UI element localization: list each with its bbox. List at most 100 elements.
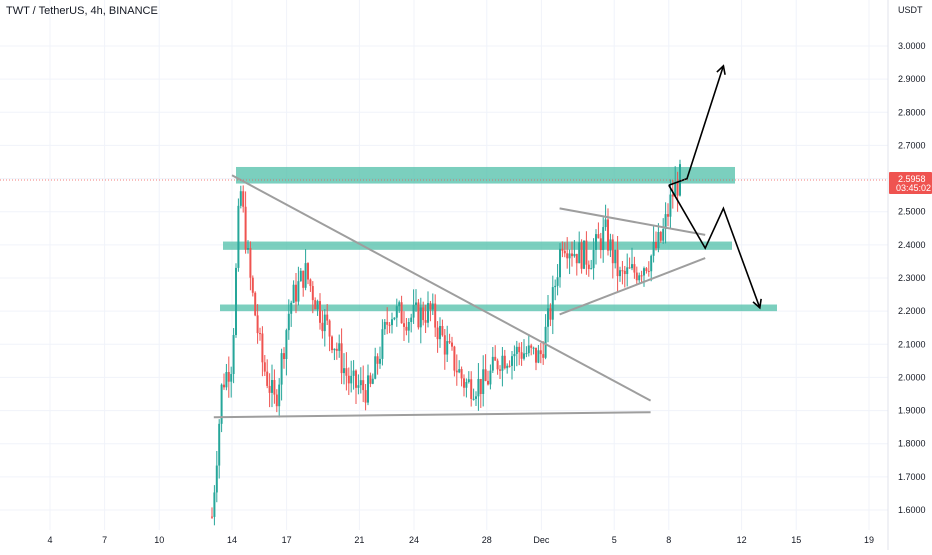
candle-body	[239, 191, 242, 206]
candle-body	[333, 348, 336, 351]
price-tick-label: 2.0000	[898, 372, 926, 382]
candle-body	[487, 380, 489, 385]
price-tick-label: 2.4000	[898, 240, 926, 250]
candle-body	[537, 350, 540, 363]
candle-body	[585, 240, 588, 265]
candle-body	[460, 369, 463, 379]
candle-body	[357, 385, 360, 388]
candle-body	[561, 248, 564, 251]
zone-mid	[223, 241, 732, 250]
projection-arrows	[668, 64, 762, 310]
candle-body	[667, 214, 669, 217]
candle-body	[547, 308, 549, 327]
candle-body	[568, 253, 571, 259]
candle-body	[595, 234, 597, 250]
candle-body	[299, 270, 302, 282]
time-tick-label: 4	[47, 535, 52, 545]
candle-body	[628, 267, 631, 269]
candle-body	[448, 341, 451, 343]
candle-body	[422, 307, 425, 321]
candles	[211, 159, 681, 526]
candle-body	[453, 346, 456, 371]
candle-body	[662, 228, 665, 241]
candle-body	[623, 270, 626, 275]
countdown-label: 03:45:02	[896, 183, 931, 193]
candle-body	[436, 327, 439, 340]
candle-body	[271, 380, 273, 393]
candle-body	[359, 380, 362, 386]
candle-body	[256, 315, 259, 334]
price-tick-label: 2.7000	[898, 140, 926, 150]
candle-body	[532, 347, 535, 349]
candle-body	[539, 350, 542, 355]
trendline	[213, 411, 651, 419]
candle-body	[635, 272, 638, 281]
candle-body	[379, 358, 381, 364]
candle-body	[326, 314, 329, 321]
candle-body	[503, 355, 506, 369]
time-tick-label: 8	[666, 535, 671, 545]
candle-body	[259, 333, 261, 335]
candle-body	[424, 320, 427, 323]
time-axis[interactable]: 4 7 10 14 17 21 24 28 Dec 5 8 12 15 19	[47, 535, 874, 545]
candle-body	[371, 378, 374, 384]
candle-body	[292, 284, 295, 303]
candle-body	[290, 302, 293, 314]
candle-body	[343, 368, 345, 374]
candle-body	[472, 398, 475, 400]
candle-body	[508, 365, 511, 367]
candle-body	[403, 323, 405, 327]
candle-body	[645, 268, 648, 271]
candle-body	[431, 303, 434, 310]
time-tick-label: 19	[864, 535, 874, 545]
candle-body	[345, 368, 348, 376]
candle-body	[664, 214, 667, 229]
candle-body	[458, 369, 461, 373]
candle-body	[491, 356, 494, 371]
candle-body	[321, 322, 324, 332]
candle-body	[350, 375, 353, 384]
candle-body	[412, 305, 415, 318]
price-tick-label: 2.8000	[898, 107, 926, 117]
candle-body	[621, 270, 624, 272]
candle-body	[251, 277, 254, 293]
candle-body	[367, 375, 369, 403]
candle-body	[619, 270, 621, 277]
candle-body	[604, 219, 607, 228]
candle-body	[482, 369, 485, 394]
candle-body	[434, 303, 437, 328]
candle-body	[556, 277, 559, 286]
candle-body	[391, 319, 393, 326]
candle-body	[580, 242, 583, 269]
time-tick-label: 15	[791, 535, 801, 545]
zone-support	[220, 304, 777, 312]
time-tick-label: 7	[102, 535, 107, 545]
candle-body	[273, 380, 276, 395]
candle-body	[323, 314, 326, 332]
candle-body	[611, 239, 614, 264]
candle-body	[467, 379, 470, 382]
candle-body	[415, 302, 417, 306]
candle-body	[419, 307, 422, 328]
candle-body	[559, 248, 561, 278]
candle-body	[417, 302, 420, 328]
candle-body	[650, 255, 653, 272]
candle-body	[566, 253, 569, 259]
candle-body	[571, 253, 573, 257]
candle-body	[225, 372, 228, 388]
chart-title: TWT / TetherUS, 4h, BINANCE	[6, 5, 158, 17]
candle-body	[602, 227, 605, 251]
time-tick-label: 21	[354, 535, 364, 545]
candle-body	[283, 353, 285, 359]
candle-body	[347, 375, 350, 384]
price-axis[interactable]: 3.00002.90002.80002.70002.60002.50002.40…	[898, 41, 926, 515]
price-tick-label: 2.3000	[898, 273, 926, 283]
candle-body	[631, 264, 633, 269]
candle-body	[530, 345, 533, 348]
candle-body	[395, 306, 398, 318]
time-tick-label: 10	[154, 535, 164, 545]
candle-body	[319, 301, 321, 323]
candle-body	[535, 347, 537, 363]
